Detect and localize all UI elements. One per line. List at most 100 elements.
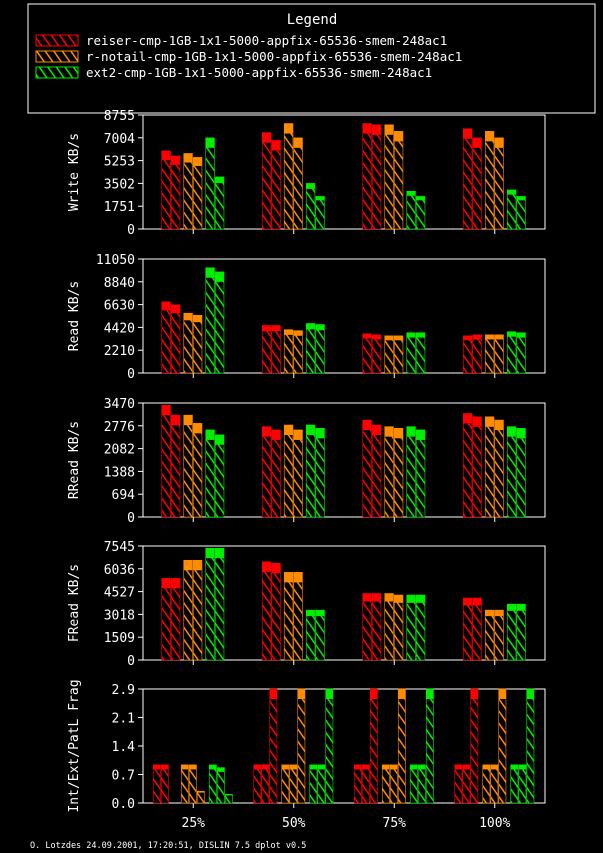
bar [381,764,390,804]
bar [406,426,416,518]
bar-cap [463,598,472,606]
bar [393,594,404,661]
y-tick-label: 3470 [104,397,135,412]
x-tick-label: 75% [383,816,407,831]
bar-cap [454,764,462,770]
bar [506,331,517,374]
bar-cap [261,764,269,770]
y-tick-label: 11050 [96,253,135,268]
y-tick-label: 5253 [104,155,135,170]
bar [516,332,526,374]
bar [361,764,370,804]
bar [494,334,504,374]
bar-cap [516,332,526,338]
bar-cap [507,604,516,611]
y-tick-label: 0.7 [112,769,135,784]
bar [397,688,406,804]
bar-cap [209,764,217,770]
bar-cap [171,578,180,589]
bar [271,140,281,230]
bar [393,335,404,374]
bar [183,559,193,661]
bar [192,423,203,518]
bar-cap [416,595,425,603]
bar-cap [271,140,281,151]
bar [415,196,426,230]
bar [371,593,382,661]
bar-cap [205,429,215,440]
y-tick-label: 2.1 [112,712,135,727]
y-tick-label: 1751 [104,200,135,215]
bar [269,688,278,804]
bar-cap [410,764,418,770]
bar [516,196,526,230]
bar [406,594,416,661]
bar [384,124,394,230]
bar [470,688,479,804]
bar-cap [205,548,215,559]
bar [261,325,272,374]
bar-cap [306,425,315,436]
bar [384,335,394,374]
bar [183,153,193,230]
bar [371,124,382,230]
legend-label-ext2: ext2-cmp-1GB-1x1-5000-appfix-65536-smem-… [86,65,432,80]
bar [180,764,189,804]
bar [283,123,294,230]
bar-cap [284,572,293,583]
bar-cap [416,429,425,440]
bar [518,764,527,804]
bar [205,267,215,374]
bar-cap [398,689,406,699]
bar [214,176,225,230]
y-axis-label: RRead KB/s [67,421,82,499]
x-tick-label: 50% [282,816,306,831]
bar [253,764,262,804]
bar-cap [215,176,224,184]
y-axis-label: Write KB/s [67,133,82,211]
bar [417,764,426,804]
legend-label-r-notail: r-notail-cmp-1GB-1x1-5000-appfix-65536-s… [86,49,462,64]
bar-cap [189,764,197,770]
bar-cap [315,324,325,331]
bar-cap [362,593,372,602]
bar [293,330,303,374]
y-tick-label: 1388 [104,465,135,480]
bar-cap [171,156,180,165]
bar [510,764,519,804]
bar [293,429,303,518]
bar-cap [161,764,169,770]
bar-cap [418,764,426,770]
bar [494,609,504,661]
bar-cap [390,764,398,770]
bar-cap [289,764,297,770]
bar [484,334,495,374]
bar-cap [262,426,271,437]
bar [283,329,294,374]
y-tick-label: 2776 [104,420,135,435]
bar-cap [426,689,434,699]
legend-swatch-reiser [35,34,79,47]
bar-cap [507,189,516,195]
bar [170,578,181,661]
bar [384,593,394,661]
bar [498,688,507,804]
bar [160,764,169,804]
bar [196,790,205,804]
bar-cap [193,315,202,323]
bar [261,764,270,804]
bar [205,547,215,661]
bar [454,764,463,804]
bar-cap [384,593,394,602]
bar [188,764,197,804]
bar [305,424,316,518]
bar-cap [394,428,403,439]
bar-cap [394,595,403,603]
bar-cap [262,561,271,572]
bar [353,764,362,804]
bar-cap [394,335,403,341]
plot-frame [142,402,546,518]
bar [293,137,303,230]
bar-cap [494,137,504,148]
bar-cap [215,434,224,445]
